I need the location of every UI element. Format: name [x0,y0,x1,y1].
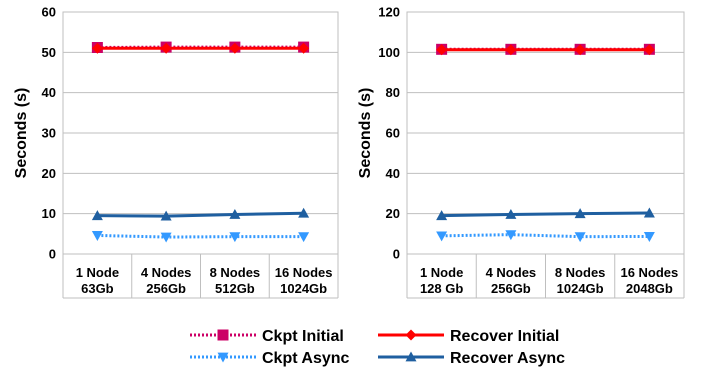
series-line [97,211,304,218]
data-point [229,42,241,54]
series-ckpt-async [436,230,655,243]
data-point [160,232,172,243]
x-tick-label: 1 Node [420,265,463,280]
x-tick-label: 1024Gb [280,281,327,296]
data-point [574,44,586,56]
y-tick-label: 80 [386,85,400,100]
x-tick-label: 512Gb [215,281,255,296]
legend-item: Recover Initial [378,328,559,345]
data-point [505,208,517,219]
y-tick-label: 0 [393,247,400,262]
x-tick-label: 16 Nodes [275,265,333,280]
y-axis-label: Seconds (s) [13,88,30,179]
data-point [505,230,517,241]
y-axis-label: Seconds (s) [357,88,374,179]
x-tick-label: 2048Gb [626,281,673,296]
x-tick-label: 4 Nodes [141,265,192,280]
x-tick-label: 1024Gb [557,281,604,296]
data-point [229,208,241,219]
y-tick-label: 10 [42,206,56,221]
y-tick-label: 60 [386,126,400,141]
data-point [91,210,103,221]
legend-item: Ckpt Initial [190,328,344,345]
data-point [643,232,655,242]
legend-swatch-marker [405,329,417,341]
legend-label: Ckpt Initial [262,328,344,345]
y-tick-label: 50 [42,45,56,60]
data-point [91,231,103,241]
y-tick-label: 40 [386,166,400,181]
x-tick-label: 8 Nodes [210,265,261,280]
x-tick-label: 16 Nodes [620,265,678,280]
y-tick-label: 20 [386,206,400,221]
x-tick-label: 63Gb [81,281,114,296]
data-point [436,210,448,221]
data-point [505,44,517,56]
x-tick-label: 8 Nodes [555,265,606,280]
series-line [441,233,650,239]
data-point [643,44,655,56]
y-tick-label: 60 [42,5,56,20]
data-point [91,42,103,54]
data-point [160,42,172,54]
legend: Ckpt Initial Recover Initial Ckpt Async Rec… [190,328,565,367]
data-point [160,210,172,221]
y-tick-label: 30 [42,126,56,141]
series-line [441,211,650,218]
y-tick-label: 0 [49,247,56,262]
data-point [436,44,448,56]
legend-swatch-marker [405,351,417,362]
legend-label: Recover Initial [450,328,559,345]
x-tick-label: 128 Gb [420,281,463,296]
y-tick-label: 40 [42,85,56,100]
data-point [436,231,448,242]
x-tick-label: 4 Nodes [486,265,537,280]
series-recover-initial [91,42,310,54]
y-tick-label: 120 [378,5,400,20]
data-point [574,232,586,243]
y-tick-label: 20 [42,166,56,181]
legend-item: Ckpt Async [190,350,350,367]
legend-label: Recover Async [450,350,565,367]
data-point [298,232,310,243]
legend-label: Ckpt Async [262,350,350,367]
y-tick-label: 100 [378,45,400,60]
series-line [97,233,304,239]
x-tick-label: 256Gb [146,281,186,296]
data-point [298,207,310,218]
series-recover-initial [436,44,655,56]
legend-swatch-marker [217,352,229,363]
series-ckpt-async [91,231,310,243]
legend-swatch-marker [217,329,229,341]
data-point [574,208,586,219]
series-recover-async [436,207,655,221]
data-point [229,232,241,243]
data-point [643,207,655,218]
data-point [298,42,310,54]
series-recover-async [91,207,310,221]
legend-item: Recover Async [378,350,565,367]
x-tick-label: 256Gb [491,281,531,296]
x-tick-label: 1 Node [76,265,119,280]
